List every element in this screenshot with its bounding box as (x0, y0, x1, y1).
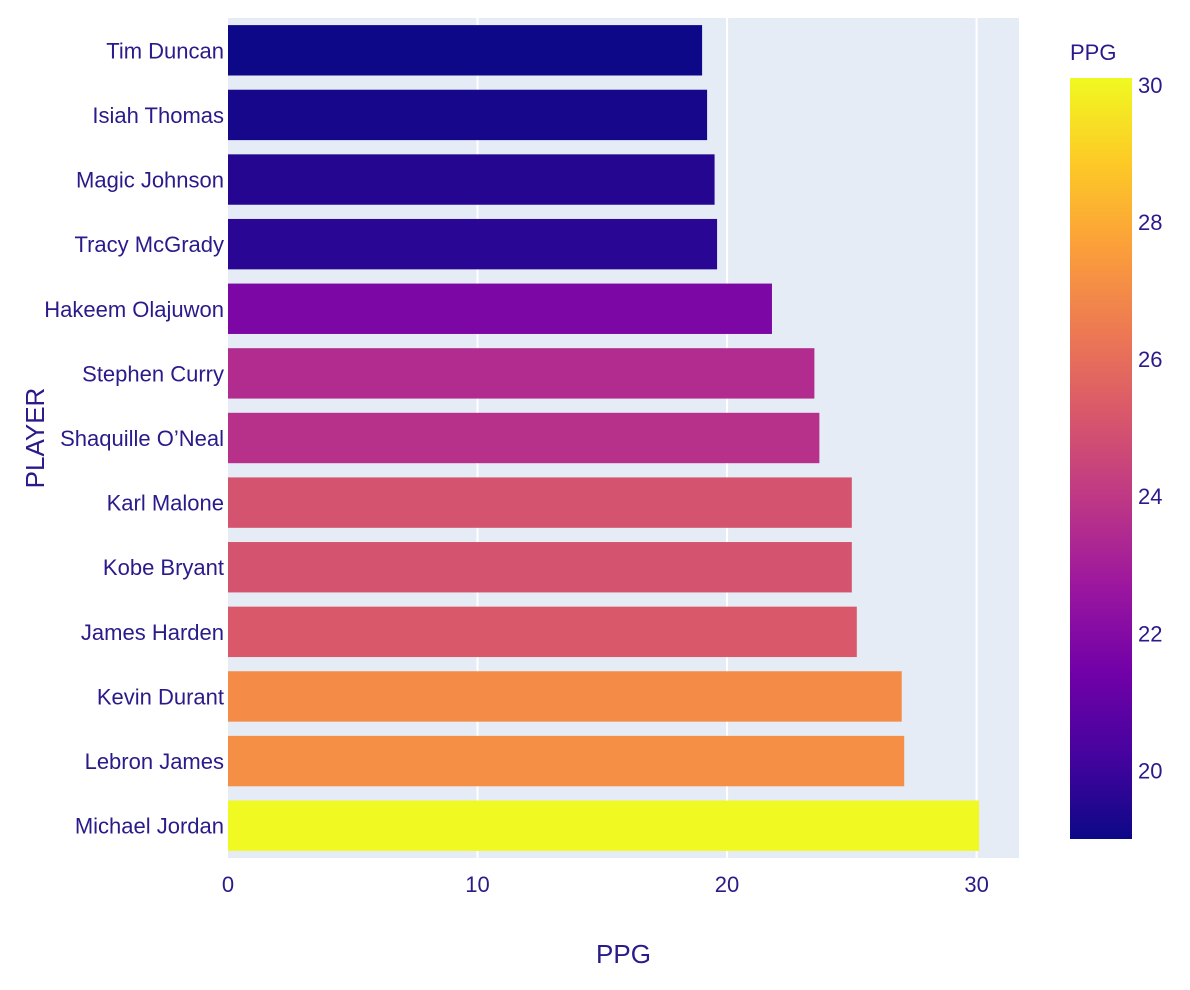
colorbar-title: PPG (1070, 40, 1116, 65)
category-label: Hakeem Olajuwon (44, 297, 224, 322)
bar[interactable] (228, 154, 715, 205)
bar[interactable] (228, 412, 820, 464)
bar[interactable] (228, 671, 902, 722)
x-tick-label: 0 (222, 872, 234, 897)
category-label: Lebron James (85, 749, 224, 774)
colorbar-tick-label: 28 (1138, 210, 1162, 235)
bar[interactable] (228, 348, 815, 399)
bar[interactable] (228, 477, 852, 528)
category-label: Kevin Durant (97, 684, 224, 709)
bar[interactable] (228, 89, 708, 141)
category-label: Kobe Bryant (103, 555, 224, 580)
colorbar-tick-label: 22 (1138, 621, 1162, 646)
category-label: Isiah Thomas (92, 103, 224, 128)
x-tick-label: 10 (465, 872, 489, 897)
bar[interactable] (228, 25, 703, 76)
category-label: Tracy McGrady (74, 232, 224, 257)
bar[interactable] (228, 283, 772, 334)
x-tick-label: 30 (964, 872, 988, 897)
bar[interactable] (228, 735, 905, 787)
category-label: Michael Jordan (75, 814, 224, 839)
x-tick-labels: 0 10 20 30 (222, 872, 989, 897)
bar[interactable] (228, 800, 980, 851)
category-label: James Harden (81, 620, 224, 645)
category-label: Shaquille O’Neal (60, 426, 224, 451)
category-label: Tim Duncan (106, 38, 224, 63)
colorbar-tick-labels: 20 22 24 26 28 30 (1138, 73, 1162, 784)
colorbar (1070, 78, 1132, 839)
colorbar-tick-label: 30 (1138, 73, 1162, 98)
category-label: Karl Malone (107, 491, 224, 516)
bar[interactable] (228, 606, 857, 658)
x-tick-label: 20 (715, 872, 739, 897)
y-axis-title: PLAYER (20, 388, 50, 489)
bar[interactable] (228, 218, 718, 270)
colorbar-tick-label: 26 (1138, 347, 1162, 372)
category-label: Magic Johnson (76, 168, 224, 193)
bars (228, 25, 980, 851)
colorbar-tick-label: 24 (1138, 484, 1162, 509)
category-labels: Tim Duncan Isiah Thomas Magic Johnson Tracy… (44, 38, 224, 838)
colorbar-tick-label: 20 (1138, 758, 1162, 783)
x-axis-title: PPG (596, 939, 651, 969)
category-label: Stephen Curry (82, 361, 224, 386)
bar[interactable] (228, 542, 852, 593)
